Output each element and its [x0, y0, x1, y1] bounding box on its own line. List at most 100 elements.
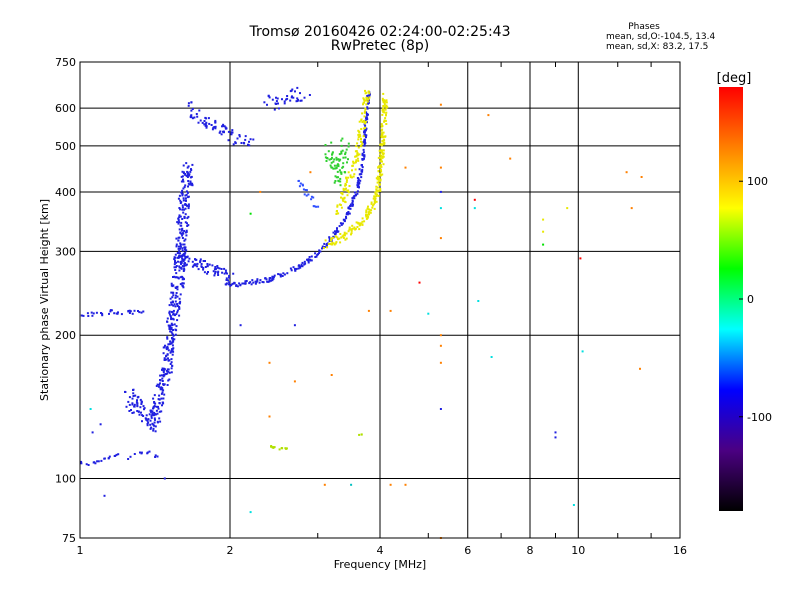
echo-point: [96, 460, 99, 463]
echo-point: [337, 179, 340, 182]
echo-point: [357, 138, 360, 141]
echo-point: [331, 152, 334, 155]
echo-point: [225, 279, 228, 281]
echo-point: [184, 248, 187, 251]
echo-point: [153, 394, 156, 397]
echo-point: [299, 182, 302, 185]
colorbar-tick-label: 100: [747, 175, 768, 188]
echo-point: [155, 413, 158, 416]
echo-point: [206, 272, 209, 275]
echo-point: [184, 207, 187, 210]
echo-point: [337, 238, 339, 241]
echo-point: [381, 132, 384, 135]
phase-colorbar: [deg] -100 0 100: [717, 71, 772, 511]
echo-point: [308, 94, 311, 96]
echo-point: [134, 394, 137, 397]
echo-point: [163, 367, 166, 370]
echo-point: [389, 309, 392, 312]
echo-point: [181, 234, 184, 237]
echo-point: [178, 269, 181, 272]
echo-point: [154, 454, 157, 457]
echo-point: [243, 142, 246, 145]
echo-point: [214, 266, 217, 268]
echo-point: [279, 273, 281, 276]
echo-point: [136, 402, 139, 405]
echo-point: [169, 315, 172, 317]
echo-point: [182, 265, 185, 268]
echo-point: [365, 215, 368, 218]
echo-point: [217, 271, 219, 274]
echo-point: [365, 113, 368, 116]
echo-point: [170, 349, 173, 352]
echo-point: [360, 433, 363, 436]
echo-point: [351, 202, 354, 205]
echo-point: [192, 264, 195, 267]
echo-point: [338, 153, 341, 156]
echo-point: [346, 161, 348, 164]
echo-point: [330, 243, 333, 246]
echo-point: [363, 220, 366, 223]
echo-point: [187, 104, 190, 107]
y-tick-label: 600: [55, 102, 76, 115]
echo-point: [155, 405, 158, 408]
echo-point: [178, 302, 181, 304]
echo-point: [307, 193, 310, 196]
echo-point: [178, 297, 181, 300]
echo-point: [328, 158, 331, 161]
echo-point: [190, 168, 192, 171]
echo-point: [86, 312, 89, 315]
grid: [80, 62, 680, 538]
echo-point: [358, 153, 361, 156]
echo-point: [304, 189, 307, 191]
echo-point: [178, 305, 180, 308]
echo-point: [579, 257, 582, 260]
echo-point: [236, 137, 239, 140]
echo-point: [333, 181, 336, 184]
echo-point: [140, 452, 143, 455]
echo-point: [348, 212, 351, 215]
echo-point: [168, 326, 171, 329]
echo-point: [149, 419, 152, 422]
echo-point: [176, 252, 179, 254]
echo-point: [330, 158, 333, 160]
echo-point: [300, 264, 303, 267]
echo-point: [344, 200, 346, 203]
echo-point: [107, 457, 110, 460]
echo-point: [172, 294, 175, 297]
echo-point: [360, 141, 363, 143]
echo-point: [268, 361, 271, 364]
echo-point: [80, 462, 83, 465]
echo-point: [376, 189, 379, 192]
echo-point: [250, 283, 253, 286]
echo-point: [300, 99, 303, 102]
echo-point: [360, 176, 363, 179]
echo-point: [318, 249, 321, 252]
echo-point: [249, 138, 252, 141]
y-tick-label: 750: [55, 56, 76, 69]
echo-point: [377, 176, 380, 179]
echo-point: [251, 279, 254, 282]
echo-point: [327, 150, 330, 153]
echo-point: [108, 312, 110, 315]
echo-point: [351, 176, 353, 179]
echo-point: [355, 150, 358, 153]
echo-point: [177, 217, 180, 220]
echo-point: [183, 268, 186, 270]
echo-point: [187, 102, 190, 105]
echo-point: [312, 196, 315, 199]
echo-point: [161, 377, 164, 380]
echo-point: [142, 310, 145, 313]
echo-point: [190, 175, 193, 178]
echo-point: [238, 282, 241, 285]
echo-point: [140, 411, 142, 414]
echo-point: [183, 278, 185, 281]
echo-point: [310, 259, 313, 262]
echo-point: [315, 255, 318, 258]
echo-point: [336, 229, 338, 232]
x-tick-label: 2: [227, 544, 234, 557]
echo-point: [151, 410, 154, 413]
echo-point: [357, 180, 360, 182]
echo-point: [175, 329, 178, 332]
echo-point: [184, 251, 187, 254]
echo-point: [180, 180, 183, 183]
